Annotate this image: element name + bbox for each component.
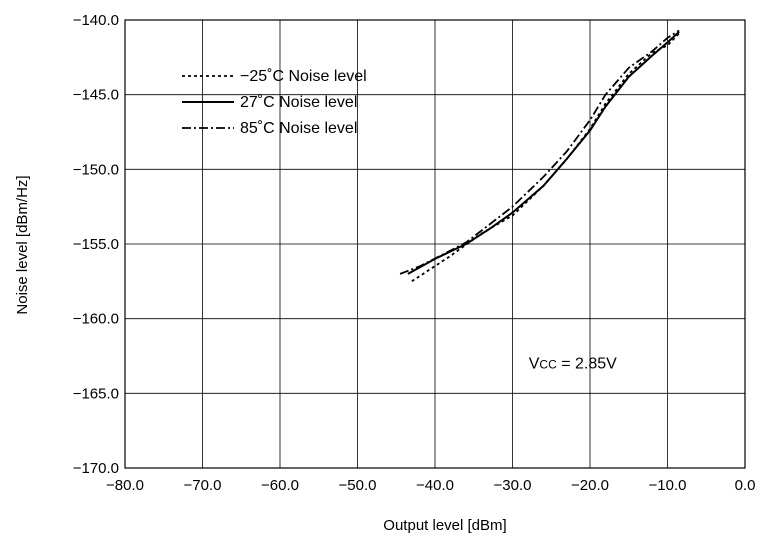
legend-label-1: −25˚C Noise level bbox=[240, 68, 367, 85]
legend-label-3: 85˚C Noise level bbox=[240, 120, 357, 137]
x-tick-label: −60.0 bbox=[261, 477, 299, 494]
y-tick-label: −150.0 bbox=[73, 161, 119, 178]
y-tick-label: −160.0 bbox=[73, 311, 119, 328]
series-line-2 bbox=[407, 31, 680, 275]
x-tick-label: −30.0 bbox=[494, 477, 532, 494]
vcc-annotation: VCC = 2.85V bbox=[529, 355, 617, 372]
series-lines bbox=[399, 29, 680, 283]
x-tick-label: −50.0 bbox=[339, 477, 377, 494]
x-tick-label: 0.0 bbox=[735, 477, 756, 494]
y-axis-label: Noise level [dBm/Hz] bbox=[14, 175, 31, 314]
x-axis-label: Output level [dBm] bbox=[383, 517, 506, 534]
x-tick-label: −20.0 bbox=[571, 477, 609, 494]
y-tick-label: −170.0 bbox=[73, 460, 119, 477]
vcc-annotation-prefix: V bbox=[529, 355, 540, 372]
x-tick-label: −40.0 bbox=[416, 477, 454, 494]
grid bbox=[124, 19, 746, 469]
plot-frame bbox=[124, 19, 746, 469]
series-line-3 bbox=[399, 29, 680, 275]
vcc-annotation-suffix: = 2.85V bbox=[557, 355, 617, 372]
x-tick-label: −70.0 bbox=[184, 477, 222, 494]
vcc-annotation-sub: CC bbox=[539, 357, 557, 371]
x-tick-label: −80.0 bbox=[106, 477, 144, 494]
y-tick-label: −145.0 bbox=[73, 87, 119, 104]
y-tick-label: −155.0 bbox=[73, 236, 119, 253]
y-tick-labels: −140.0 −145.0 −150.0 −155.0 −160.0 −165.0 −170… bbox=[73, 12, 119, 477]
x-tick-labels: −80.0 −70.0 −60.0 −50.0 −40.0 −30.0 −20.0 −10.0… bbox=[106, 477, 755, 494]
legend-label-2: 27˚C Noise level bbox=[240, 94, 357, 111]
y-tick-label: −140.0 bbox=[73, 12, 119, 29]
legend: −25˚C Noise level 27˚C Noise level 85˚C No… bbox=[182, 68, 367, 137]
y-tick-label: −165.0 bbox=[73, 385, 119, 402]
x-tick-label: −10.0 bbox=[649, 477, 687, 494]
